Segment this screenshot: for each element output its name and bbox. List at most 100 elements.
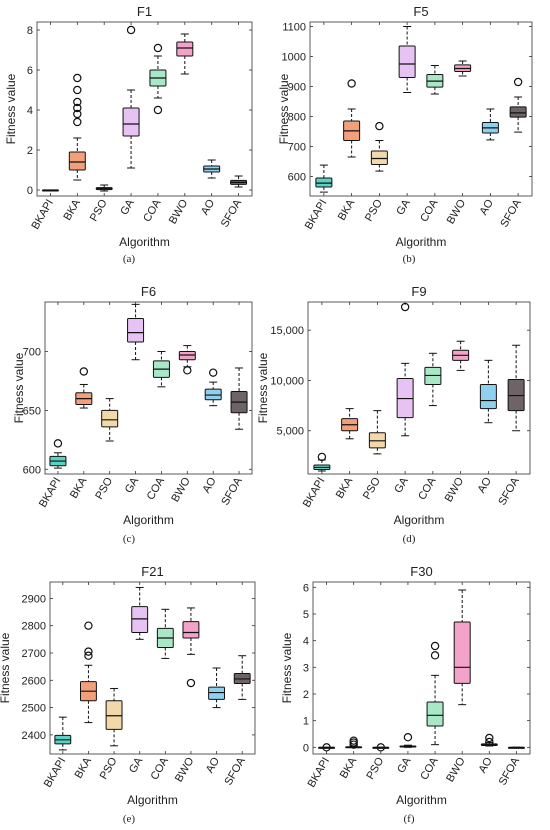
panel-f5: 600 700 800 900 1000 1100 F5 Fitness value BKAPI… xyxy=(277,4,533,265)
box-pso: PSO xyxy=(98,582,123,782)
box-bkapi: BKAPI xyxy=(303,22,333,232)
y-tick-label: 6 xyxy=(303,582,309,594)
x-tick-label: BWO xyxy=(167,197,191,226)
outlier-point xyxy=(84,621,93,630)
box xyxy=(398,45,416,78)
y-tick-label: 1100 xyxy=(282,22,306,34)
panel-f1: 0 2 4 6 8 F1 Fitness value BKAPI BKA PSO GA COA BWO A… xyxy=(4,4,253,265)
outlier-point xyxy=(73,103,82,113)
outlier-point xyxy=(186,678,196,688)
panel-caption: (c) xyxy=(123,533,136,545)
box-sfoa: SFOA xyxy=(496,302,525,507)
panel-f6: 600 650 700 F6 Fitness value BKAPI BKA PSO GA COA… xyxy=(12,284,253,545)
x-axis-label: Algorithm xyxy=(396,793,447,807)
outlier-point xyxy=(79,367,89,376)
outlier-point xyxy=(73,117,82,127)
outlier-point xyxy=(73,73,82,83)
x-tick-label: SFOA xyxy=(219,475,245,508)
box-coa: COA xyxy=(149,582,174,782)
x-tick-label: BKAPI xyxy=(306,756,333,790)
panel-caption: (f) xyxy=(404,813,415,825)
box xyxy=(176,41,194,57)
outlier-point xyxy=(153,43,163,53)
x-tick-label: COA xyxy=(141,197,164,224)
box xyxy=(182,621,200,639)
outlier-point xyxy=(183,366,192,375)
box-sfoa: SFOA xyxy=(498,22,527,229)
box-ao: AO xyxy=(477,582,498,775)
x-tick-label: GA xyxy=(123,475,142,495)
box-bka: BKA xyxy=(68,302,93,501)
x-tick-label: PSO xyxy=(364,755,386,782)
panel-f30: 0 1 2 3 4 5 6 F30 Fitness value BKAPI BKA PSO GA COA B… xyxy=(280,564,531,825)
box xyxy=(101,409,119,428)
outlier-point xyxy=(375,121,384,131)
box-coa: COA xyxy=(141,22,167,224)
box-bka: BKA xyxy=(338,582,363,781)
box-coa: COA xyxy=(145,302,170,502)
x-axis-label: Algorithm xyxy=(394,513,445,527)
axes-frame xyxy=(309,21,533,197)
x-tick-label: BKA xyxy=(73,755,95,781)
x-tick-label: AO xyxy=(204,755,223,775)
box-sfoa: SFOA xyxy=(222,582,251,788)
x-tick-label: GA xyxy=(395,755,414,775)
x-tick-label: GA xyxy=(127,755,146,775)
x-tick-label: SFOA xyxy=(497,755,523,788)
box-ao: AO xyxy=(200,302,222,495)
box-sfoa: SFOA xyxy=(219,22,248,230)
box-bka: BKA xyxy=(334,302,359,501)
box-pso: PSO xyxy=(93,302,119,502)
y-tick-label: 1 xyxy=(303,716,309,728)
x-tick-label: BKA xyxy=(62,197,84,223)
x-tick-label: COA xyxy=(416,475,439,502)
y-tick-label: 2600 xyxy=(22,675,46,687)
x-tick-label: BKAPI xyxy=(42,756,69,790)
y-tick-label: 600 xyxy=(23,464,41,476)
y-axis-label: Fitness value xyxy=(256,352,270,423)
y-tick-label: 2900 xyxy=(22,593,46,605)
box-ao: AO xyxy=(476,302,497,495)
box-pso: PSO xyxy=(363,22,388,224)
outlier-point xyxy=(485,733,494,743)
axes-frame xyxy=(49,581,256,755)
x-tick-label: AO xyxy=(199,197,218,217)
box xyxy=(479,383,497,410)
outlier-point xyxy=(430,651,440,660)
x-tick-label: BWO xyxy=(173,755,197,784)
y-tick-label: 2400 xyxy=(22,730,46,742)
y-tick-label: 8 xyxy=(27,25,33,37)
y-tick-label: 15,000 xyxy=(270,325,304,337)
y-tick-label: 2800 xyxy=(22,621,46,633)
x-tick-label: BKA xyxy=(334,475,356,501)
x-tick-label: GA xyxy=(118,197,137,217)
box-pso: PSO xyxy=(88,22,113,224)
axes-frame xyxy=(312,581,531,755)
x-tick-label: BKAPI xyxy=(301,476,328,510)
x-tick-label: BWO xyxy=(443,475,467,504)
outlier-point xyxy=(513,77,523,87)
x-tick-label: AO xyxy=(477,755,496,775)
outlier-point xyxy=(73,97,82,107)
x-tick-label: PSO xyxy=(363,197,385,224)
chart-title: F9 xyxy=(411,284,426,299)
outlier-point xyxy=(347,79,356,88)
x-tick-label: SFOA xyxy=(222,755,248,788)
box-bkapi: BKAPI xyxy=(301,302,331,510)
x-tick-label: AO xyxy=(200,475,219,495)
outlier-point xyxy=(322,743,331,752)
x-tick-label: SFOA xyxy=(219,197,245,230)
chart-title: F5 xyxy=(413,4,428,19)
y-tick-label: 0 xyxy=(27,185,33,197)
panel-f21: 2400 2500 2600 2700 2800 2900 F21 Fitness value… xyxy=(0,564,256,825)
axes-frame xyxy=(36,21,253,197)
box xyxy=(370,150,388,165)
outlier-point xyxy=(84,647,93,656)
y-axis-label: Fitness value xyxy=(12,352,26,423)
outlier-point xyxy=(126,25,136,35)
outlier-point xyxy=(403,733,413,742)
box-coa: COA xyxy=(418,582,444,782)
box-ga: GA xyxy=(392,302,414,495)
box xyxy=(426,701,444,727)
